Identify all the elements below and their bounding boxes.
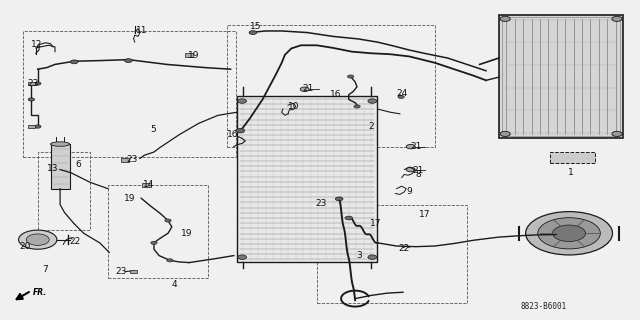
Circle shape [368,255,377,260]
Text: 8823-B6001: 8823-B6001 [520,302,566,311]
Text: 20: 20 [20,242,31,251]
Circle shape [165,219,172,222]
Bar [28,82,35,85]
Circle shape [237,99,246,103]
Circle shape [612,131,622,136]
Text: 15: 15 [250,22,261,31]
Text: 21: 21 [413,166,424,175]
Text: 12: 12 [31,40,42,49]
Bar [227,25,435,147]
Circle shape [125,59,132,62]
Circle shape [552,225,586,242]
Text: 6: 6 [76,160,81,169]
Ellipse shape [51,142,70,146]
Bar [38,152,90,230]
Circle shape [35,125,41,128]
Bar [185,53,193,57]
Text: 16: 16 [330,90,341,99]
Text: 24: 24 [397,89,408,98]
Circle shape [237,255,246,260]
Circle shape [236,128,244,133]
Text: 23: 23 [127,155,138,164]
Text: 19: 19 [181,229,193,238]
Circle shape [35,82,41,85]
Text: 4: 4 [172,280,177,289]
Text: 7: 7 [42,265,48,275]
Bar [142,183,151,187]
Circle shape [612,16,622,21]
Text: 23: 23 [28,79,39,88]
Bar [108,186,208,278]
Circle shape [500,16,510,21]
Text: 9: 9 [406,188,412,196]
Bar [51,144,70,189]
Text: 23: 23 [316,198,327,207]
Text: 22: 22 [398,244,409,253]
Bar [499,15,623,138]
Text: 17: 17 [419,210,431,219]
Bar [122,158,129,162]
Text: 2: 2 [368,122,374,131]
Text: 16: 16 [227,130,239,139]
Circle shape [538,218,600,249]
Bar [23,31,236,157]
Circle shape [300,87,309,92]
Text: FR.: FR. [33,288,47,297]
Bar [130,270,138,273]
Circle shape [406,144,415,149]
Circle shape [26,234,49,245]
Text: 11: 11 [136,26,148,35]
Circle shape [368,99,377,103]
Circle shape [348,75,354,78]
Circle shape [70,60,78,64]
Bar [502,17,620,136]
Bar [317,204,467,303]
Bar [28,124,35,128]
Circle shape [335,197,343,201]
Text: 3: 3 [356,251,362,260]
Text: 19: 19 [188,51,199,60]
Circle shape [28,98,35,101]
Circle shape [525,212,612,255]
Text: 22: 22 [69,237,80,246]
Circle shape [354,105,360,108]
Circle shape [249,31,257,35]
Bar [237,96,378,262]
Text: 1: 1 [568,168,573,177]
Text: 13: 13 [47,164,59,173]
Text: 14: 14 [143,180,154,189]
Text: 23: 23 [116,267,127,276]
Circle shape [167,259,173,262]
Text: 8: 8 [416,170,422,179]
Circle shape [500,131,510,136]
Circle shape [151,241,157,244]
Circle shape [19,230,57,249]
Circle shape [406,167,415,172]
Circle shape [345,216,353,220]
Circle shape [398,95,404,99]
Text: 21: 21 [303,84,314,93]
Text: 5: 5 [151,125,157,134]
Text: 10: 10 [288,102,300,111]
Text: 21: 21 [411,142,422,151]
Text: 19: 19 [124,194,136,203]
Bar [550,152,595,163]
Text: 17: 17 [370,219,381,228]
